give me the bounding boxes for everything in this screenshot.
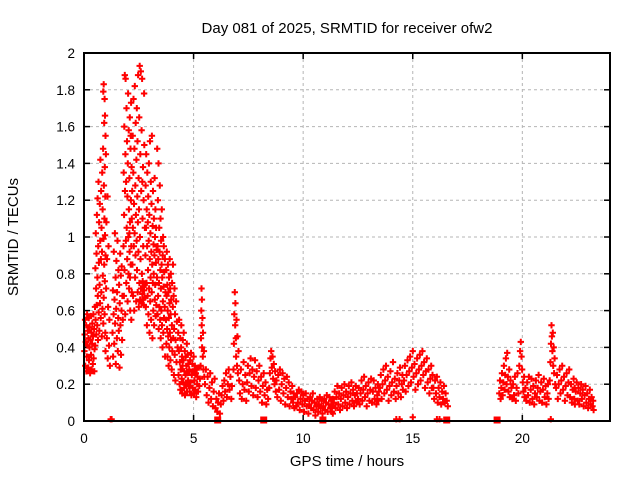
tick-labels: 00.20.40.60.811.21.41.61.820 5 10 15 20 <box>56 46 530 446</box>
x-tick-label: 0 <box>80 431 88 446</box>
y-tick-label: 2 <box>67 46 75 61</box>
y-tick-label: 1.8 <box>56 83 75 98</box>
y-tick-label: 0.8 <box>56 267 75 282</box>
x-tick-label: 10 <box>296 431 311 446</box>
y-tick-label: 0.2 <box>56 377 75 392</box>
y-tick-label: 0.4 <box>56 340 75 355</box>
y-tick-label: 1.6 <box>56 120 75 135</box>
x-tick-label: 15 <box>405 431 420 446</box>
x-tick-label: 20 <box>515 431 530 446</box>
y-tick-label: 1.2 <box>56 193 75 208</box>
scatter-plus-markers <box>81 62 597 423</box>
x-tick-label: 5 <box>190 431 198 446</box>
y-tick-label: 1.4 <box>56 156 75 171</box>
y-tick-label: 1 <box>67 230 75 245</box>
y-axis-label: SRMTID / TECUs <box>5 178 22 296</box>
x-axis-label: GPS time / hours <box>290 453 404 470</box>
y-tick-label: 0.6 <box>56 304 75 319</box>
data-points <box>81 62 597 424</box>
chart-title: Day 081 of 2025, SRMTID for receiver ofw… <box>202 20 493 37</box>
y-tick-label: 0 <box>67 414 75 429</box>
plot-border <box>83 52 611 422</box>
